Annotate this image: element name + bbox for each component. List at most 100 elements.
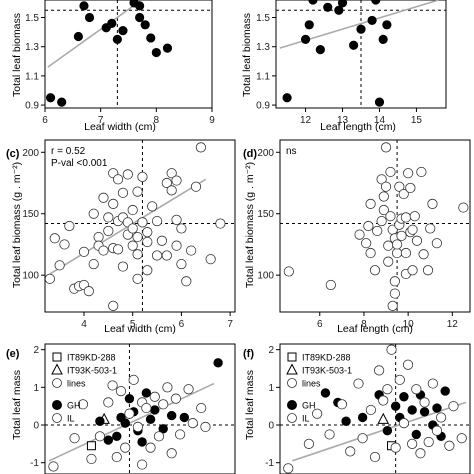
plot-area — [45, 344, 235, 474]
data-point — [124, 408, 135, 419]
data-point — [456, 433, 467, 444]
data-point — [88, 258, 99, 270]
data-point — [158, 424, 168, 434]
x-tick-label: 9 — [209, 115, 215, 126]
data-point — [140, 20, 150, 30]
data-point — [320, 388, 331, 398]
data-point — [162, 43, 173, 53]
data-point — [415, 448, 426, 459]
data-point — [398, 188, 409, 200]
data-point — [158, 399, 169, 410]
data-point — [151, 215, 163, 227]
data-point — [175, 429, 186, 440]
data-point — [411, 235, 423, 246]
data-point — [108, 300, 119, 311]
x-tick-label: 10 — [403, 319, 415, 330]
data-point — [385, 211, 396, 222]
data-point — [369, 451, 381, 463]
legend-marker — [52, 413, 62, 423]
data-point — [402, 359, 414, 370]
data-point — [151, 250, 163, 261]
data-point — [215, 218, 226, 229]
data-point — [407, 265, 418, 276]
data-point — [435, 412, 447, 423]
data-point — [365, 247, 376, 259]
data-point — [387, 300, 398, 311]
x-tick-label: 6 — [317, 319, 323, 330]
x-tick-label: 13 — [337, 115, 349, 126]
data-point — [382, 20, 392, 30]
panel-label: (e) — [6, 348, 20, 360]
data-point — [378, 204, 389, 216]
data-point — [183, 384, 194, 395]
data-point — [145, 414, 156, 425]
legend-marker — [286, 363, 298, 375]
data-point — [166, 185, 177, 196]
x-tick-label: 6 — [179, 319, 185, 330]
data-point — [195, 142, 206, 153]
data-point — [283, 463, 294, 474]
legend: IT89KD-288 IT93K-503-1 lines GH IL — [51, 352, 117, 424]
data-point — [128, 374, 139, 385]
data-point — [117, 261, 129, 272]
data-point — [166, 410, 177, 421]
data-point — [135, 12, 145, 23]
data-point — [93, 231, 104, 243]
data-point — [45, 273, 55, 284]
y-tick-label: 150 — [257, 209, 274, 220]
data-point — [399, 392, 409, 402]
data-point — [98, 192, 109, 203]
data-point — [86, 453, 97, 465]
data-point — [374, 365, 385, 376]
y-tick-label: 150 — [22, 209, 39, 220]
annotation-text: r = 0.52 — [51, 146, 86, 157]
data-point — [431, 425, 443, 436]
data-point — [127, 223, 138, 234]
y-tick-label: -1 — [30, 458, 39, 469]
data-point — [166, 448, 177, 459]
y-axis-label: Total leaf biomass — [11, 13, 23, 97]
data-point — [371, 0, 381, 5]
data-point — [390, 401, 401, 411]
legend-marker — [287, 378, 297, 388]
legend-label: GH — [302, 401, 316, 411]
data-point — [419, 397, 430, 408]
data-point — [83, 286, 94, 297]
data-point — [354, 229, 365, 240]
annotation-text: P-val <0.001 — [51, 158, 108, 169]
data-point — [308, 0, 318, 5]
data-point — [103, 225, 114, 237]
legend-label: lines — [302, 379, 321, 389]
data-point — [124, 393, 135, 404]
data-point — [142, 236, 153, 248]
plot-frame — [44, 0, 213, 109]
data-point — [107, 380, 118, 391]
y-tick-label: 100 — [257, 271, 274, 282]
data-point — [127, 240, 138, 251]
data-point — [118, 26, 128, 36]
data-point — [190, 181, 202, 192]
data-point — [336, 399, 348, 410]
x-tick-label: 5 — [130, 319, 136, 330]
data-point — [103, 435, 114, 445]
data-point — [142, 265, 153, 276]
panel-label: (c) — [6, 148, 20, 160]
plot-frame — [279, 343, 471, 474]
data-point — [386, 344, 397, 355]
legend-marker — [287, 413, 297, 423]
data-point — [400, 212, 412, 223]
panel-c: 100 150 200 4 5 6 7 Leaf width (cm) Total leaf b… — [6, 139, 236, 335]
x-tick-label: 7 — [227, 319, 233, 330]
data-point — [427, 378, 438, 389]
x-axis-label: Leaf length (cm) — [337, 323, 413, 335]
data-point — [213, 358, 223, 368]
data-point — [48, 461, 59, 472]
data-point — [162, 382, 173, 393]
data-point — [372, 225, 383, 237]
y-tick-label: 1.5 — [256, 13, 270, 24]
x-tick-label: 8 — [154, 115, 160, 126]
y-tick-label: 2 — [268, 345, 274, 356]
plot-area — [276, 0, 446, 108]
data-point — [458, 202, 469, 213]
data-point — [145, 442, 156, 453]
